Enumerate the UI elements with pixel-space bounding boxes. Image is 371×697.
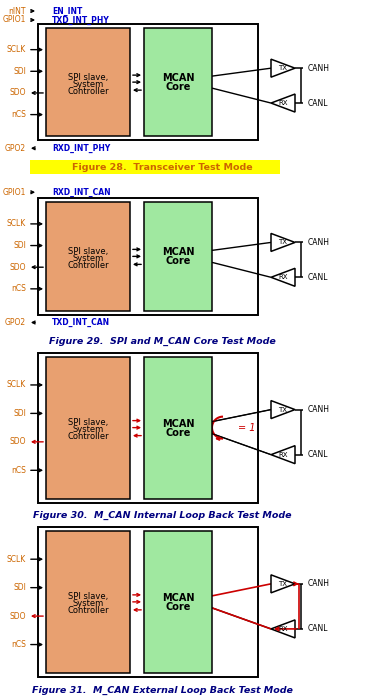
Text: GPO2: GPO2	[5, 144, 26, 153]
Text: MCAN: MCAN	[162, 419, 194, 429]
Text: Figure 31.  M_CAN External Loop Back Test Mode: Figure 31. M_CAN External Loop Back Test…	[32, 685, 292, 695]
Bar	[46, 202, 130, 310]
Text: RX: RX	[278, 100, 288, 106]
Text: CANL: CANL	[308, 98, 328, 107]
Text: GPO2: GPO2	[5, 318, 26, 327]
Bar	[38, 198, 258, 314]
Text: SPI slave,: SPI slave,	[68, 72, 108, 82]
Text: TXD_INT_CAN: TXD_INT_CAN	[52, 318, 110, 327]
Text: Core: Core	[165, 82, 191, 92]
Text: SPI slave,: SPI slave,	[68, 247, 108, 256]
Text: SDI: SDI	[13, 67, 26, 76]
Text: MCAN: MCAN	[162, 247, 194, 257]
Polygon shape	[271, 268, 295, 286]
Bar	[144, 530, 212, 673]
Bar	[144, 202, 212, 310]
Text: CANL: CANL	[308, 450, 328, 459]
Polygon shape	[271, 620, 295, 638]
Text: RXD_INT_CAN: RXD_INT_CAN	[52, 187, 111, 197]
Text: MCAN: MCAN	[162, 73, 194, 83]
Text: CANH: CANH	[308, 579, 330, 588]
Text: EN_INT: EN_INT	[52, 6, 82, 15]
Text: CANH: CANH	[308, 405, 330, 414]
Bar	[144, 28, 212, 136]
Polygon shape	[271, 445, 295, 464]
Polygon shape	[271, 233, 295, 252]
Bar	[46, 356, 130, 499]
Text: RX: RX	[278, 452, 288, 458]
Text: SCLK: SCLK	[7, 555, 26, 564]
Text: CANH: CANH	[308, 63, 330, 72]
Text: CANL: CANL	[308, 273, 328, 282]
Polygon shape	[271, 59, 295, 77]
Text: CANL: CANL	[308, 625, 328, 634]
Text: RXD_INT_PHY: RXD_INT_PHY	[52, 144, 110, 153]
Text: CANH: CANH	[308, 238, 330, 247]
Text: nCS: nCS	[11, 284, 26, 293]
Text: TX: TX	[279, 240, 288, 245]
Text: SDI: SDI	[13, 241, 26, 250]
Text: Figure 29.  SPI and M_CAN Core Test Mode: Figure 29. SPI and M_CAN Core Test Mode	[49, 337, 275, 346]
Text: nCS: nCS	[11, 110, 26, 119]
Text: nCS: nCS	[11, 466, 26, 475]
Polygon shape	[271, 401, 295, 419]
Bar	[46, 530, 130, 673]
Text: nCS: nCS	[11, 640, 26, 649]
Text: System: System	[72, 425, 104, 434]
Text: nINT: nINT	[9, 6, 26, 15]
Polygon shape	[271, 575, 295, 593]
Text: GPIO1: GPIO1	[3, 187, 26, 197]
Text: MCAN: MCAN	[162, 593, 194, 603]
Text: SPI slave,: SPI slave,	[68, 418, 108, 427]
Bar	[38, 24, 258, 140]
Text: System: System	[72, 599, 104, 608]
Text: Core: Core	[165, 602, 191, 612]
Bar	[38, 353, 258, 503]
Text: TX: TX	[279, 66, 288, 71]
Text: SDO: SDO	[10, 89, 26, 98]
Bar	[38, 527, 258, 677]
Text: Controller: Controller	[67, 606, 109, 615]
Text: Core: Core	[165, 256, 191, 266]
Polygon shape	[271, 94, 295, 112]
Text: Controller: Controller	[67, 86, 109, 95]
Text: SDO: SDO	[10, 263, 26, 272]
Text: = 1: = 1	[238, 422, 256, 433]
Text: TX: TX	[279, 581, 288, 587]
Text: TX: TX	[279, 406, 288, 413]
Text: SDI: SDI	[13, 583, 26, 592]
Text: Controller: Controller	[67, 432, 109, 441]
Text: SCLK: SCLK	[7, 220, 26, 229]
Text: Controller: Controller	[67, 261, 109, 270]
Text: System: System	[72, 254, 104, 263]
Text: SCLK: SCLK	[7, 45, 26, 54]
Text: RX: RX	[278, 275, 288, 280]
Text: SDO: SDO	[10, 437, 26, 446]
Text: Figure 28.  Transceiver Test Mode: Figure 28. Transceiver Test Mode	[72, 163, 252, 171]
Text: SPI slave,: SPI slave,	[68, 592, 108, 602]
Text: SDI: SDI	[13, 409, 26, 418]
Bar	[144, 356, 212, 499]
Text: GPIO1: GPIO1	[3, 15, 26, 24]
Text: RX: RX	[278, 626, 288, 632]
Text: SCLK: SCLK	[7, 381, 26, 390]
Text: TXD_INT_PHY: TXD_INT_PHY	[52, 15, 110, 24]
Text: Figure 30.  M_CAN Internal Loop Back Test Mode: Figure 30. M_CAN Internal Loop Back Test…	[33, 511, 291, 521]
Bar	[46, 28, 130, 136]
Text: System: System	[72, 79, 104, 89]
Bar	[30, 160, 280, 174]
Text: Core: Core	[165, 428, 191, 438]
Text: SDO: SDO	[10, 611, 26, 620]
